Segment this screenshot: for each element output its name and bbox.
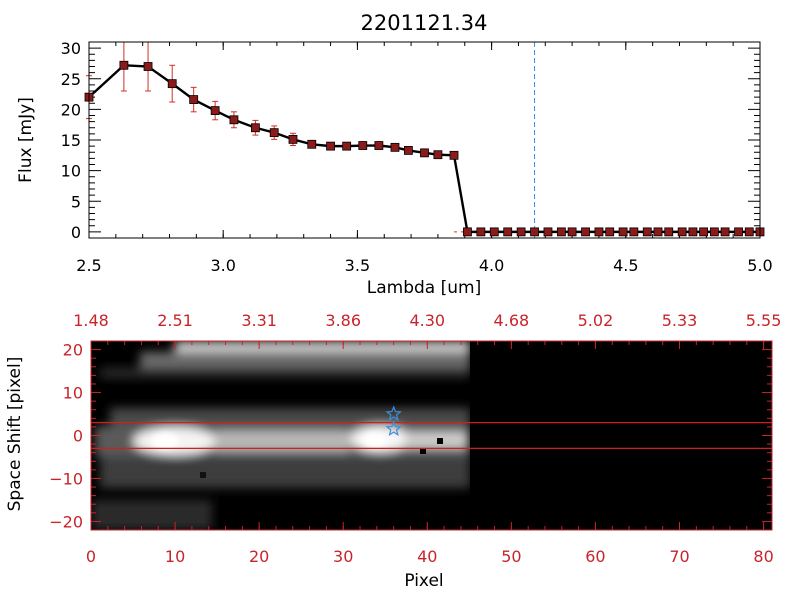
y-tick-label: 20 [61, 100, 81, 119]
data-point [699, 227, 709, 237]
data-point [307, 139, 317, 149]
chart-title: 2201121.34 [361, 11, 488, 35]
data-point [744, 227, 754, 237]
spectral-image-panel: 0 1.48 10 2.51 20 3.31 30 3.86 40 4.30 50 4.68 60 5.0… [5, 311, 781, 591]
star-marker [385, 405, 402, 422]
y-tick-label: 10 [61, 162, 81, 181]
spectrum-frame [88, 41, 761, 239]
spectrum-panel: 2201121.34 2.5 3.0 3.5 4.0 4.5 5.0 0 5 10 15 20 25 3… [16, 11, 773, 298]
y-tick-label: 15 [61, 131, 81, 150]
data-point [119, 60, 129, 70]
data-point [433, 150, 443, 160]
data-point [581, 227, 590, 237]
image-ticks: 0 1.48 10 2.51 20 3.31 30 3.86 40 4.30 50 4.68 60 5.0… [49, 311, 781, 566]
wavelength-tick-label: 4.30 [409, 311, 445, 330]
pixel-axis-label: Pixel [404, 571, 443, 591]
shift-tick-label: 0 [73, 427, 83, 446]
data-point [642, 227, 652, 237]
data-point [618, 227, 628, 237]
y-axis-label: Flux [mJy] [16, 97, 36, 183]
data-point [489, 227, 499, 237]
data-point [463, 227, 472, 237]
data-point [143, 62, 153, 71]
pixel-tick-label: 30 [333, 547, 353, 566]
flux-markers [84, 60, 765, 237]
star-marker [385, 420, 402, 437]
pixel-tick-label: 0 [86, 547, 96, 566]
pixel-tick-label: 80 [753, 547, 773, 566]
x-tick-label: 3.5 [345, 256, 370, 275]
data-point [476, 227, 486, 237]
error-bars [86, 41, 760, 233]
data-point [210, 106, 220, 115]
x-tick-label: 3.0 [210, 256, 235, 275]
data-point [653, 227, 663, 237]
wavelength-tick-label: 5.55 [746, 311, 782, 330]
data-point [326, 141, 335, 151]
data-point [594, 227, 604, 237]
wavelength-tick-label: 2.51 [157, 311, 193, 330]
data-point [677, 227, 687, 237]
pixel-tick-label: 40 [417, 547, 437, 566]
spectrum-ticks: 2.5 3.0 3.5 4.0 4.5 5.0 0 5 10 15 20 25 30 [61, 39, 773, 275]
x-axis-label: Lambda [um] [367, 278, 481, 298]
data-point [629, 227, 639, 237]
wavelength-tick-label: 3.31 [241, 311, 277, 330]
data-point [358, 141, 368, 150]
data-point [189, 95, 199, 104]
shift-tick-label: −10 [49, 469, 83, 488]
data-point [605, 227, 615, 237]
data-point [449, 150, 459, 160]
pixel-tick-label: 10 [165, 547, 185, 566]
wavelength-tick-label: 3.86 [325, 311, 361, 330]
data-point [288, 134, 298, 144]
shift-tick-label: −20 [49, 512, 83, 531]
wavelength-tick-label: 5.02 [578, 311, 614, 330]
shift-tick-label: 20 [63, 341, 83, 360]
data-point [530, 227, 539, 237]
spectral-image [91, 341, 772, 530]
data-point [342, 141, 352, 151]
data-point [420, 148, 429, 158]
pixel-tick-label: 70 [669, 547, 689, 566]
data-point [516, 227, 526, 237]
pixel-tick-label: 50 [501, 547, 521, 566]
data-point [251, 123, 260, 133]
data-point [269, 128, 279, 138]
y-tick-label: 0 [71, 223, 81, 242]
source-markers [385, 405, 402, 437]
data-point [567, 227, 577, 237]
data-point [664, 227, 674, 237]
wavelength-tick-label: 5.33 [662, 311, 698, 330]
y-tick-label: 5 [71, 192, 81, 211]
data-point [503, 227, 513, 237]
data-point [374, 141, 384, 150]
data-point [390, 142, 400, 152]
space-shift-axis-label: Space Shift [pixel] [5, 357, 25, 512]
pixel-tick-label: 60 [585, 547, 605, 566]
x-tick-label: 5.0 [747, 256, 772, 275]
data-point [720, 227, 730, 237]
x-tick-label: 4.5 [613, 256, 638, 275]
x-tick-label: 2.5 [76, 256, 101, 275]
x-tick-label: 4.0 [479, 256, 504, 275]
wavelength-tick-label: 1.48 [73, 311, 109, 330]
data-point [556, 227, 566, 237]
y-tick-label: 25 [61, 70, 81, 89]
data-point [543, 227, 553, 237]
data-point [688, 227, 698, 237]
pixel-tick-label: 20 [249, 547, 269, 566]
y-tick-label: 30 [61, 39, 81, 58]
data-point [709, 227, 719, 237]
image-frame [90, 340, 773, 531]
data-point [167, 79, 177, 89]
data-point [734, 227, 743, 237]
shift-tick-label: 10 [63, 384, 83, 403]
data-point [403, 146, 413, 155]
wavelength-tick-label: 4.68 [494, 311, 530, 330]
data-point [229, 115, 239, 125]
